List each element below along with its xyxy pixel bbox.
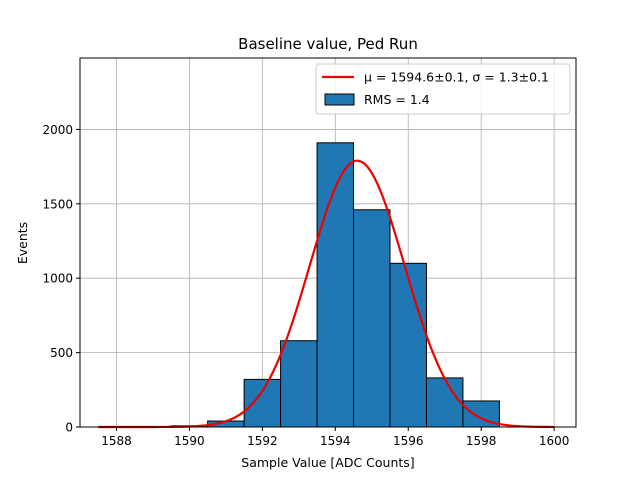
histogram-bars <box>170 142 500 428</box>
x-tick-label: 1588 <box>101 434 132 448</box>
y-tick-label: 0 <box>65 421 73 435</box>
x-tick-label: 1598 <box>466 434 497 448</box>
legend-fit-label: μ = 1594.6±0.1, σ = 1.3±0.1 <box>364 70 549 85</box>
x-tick-label: 1600 <box>539 434 570 448</box>
y-tick-label: 1000 <box>42 272 73 286</box>
histogram-bar <box>425 377 464 428</box>
legend: μ = 1594.6±0.1, σ = 1.3±0.1 RMS = 1.4 <box>315 63 571 115</box>
y-tick-label: 500 <box>50 346 73 360</box>
x-tick-label: 1596 <box>393 434 424 448</box>
x-tick-label: 1590 <box>174 434 205 448</box>
x-axis-ticks: 1588 1590 1592 1594 1596 1598 1600 <box>101 427 569 448</box>
legend-histogram-label: RMS = 1.4 <box>364 92 430 107</box>
histogram-bar <box>243 378 282 428</box>
y-tick-label: 2000 <box>42 123 73 137</box>
legend-box <box>315 63 571 115</box>
chart-title: Baseline value, Ped Run <box>238 35 418 53</box>
plot-area-frame <box>79 57 577 428</box>
histogram-bar <box>389 262 427 428</box>
x-axis-label: Sample Value [ADC Counts] <box>241 455 414 470</box>
histogram-bar <box>280 340 318 428</box>
y-axis-ticks: 0 500 1000 1500 2000 <box>42 123 80 435</box>
histogram-bar <box>353 209 391 428</box>
legend-histogram-swatch <box>324 93 355 106</box>
y-axis-label: Events <box>15 222 30 264</box>
x-tick-label: 1592 <box>247 434 278 448</box>
y-tick-label: 1500 <box>42 197 73 211</box>
x-tick-label: 1594 <box>320 434 351 448</box>
